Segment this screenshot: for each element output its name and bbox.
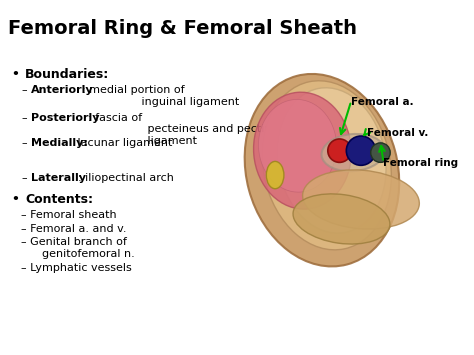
Text: Contents:: Contents: — [26, 193, 93, 206]
Text: Femoral v.: Femoral v. — [367, 128, 428, 138]
Text: – Lymphatic vessels: – Lymphatic vessels — [21, 263, 132, 273]
Text: •: • — [12, 68, 19, 81]
Text: – Genital branch of
      genitofemoral n.: – Genital branch of genitofemoral n. — [21, 237, 135, 259]
Text: –: – — [21, 113, 27, 122]
Text: Anteriorly: Anteriorly — [31, 85, 94, 95]
Text: Femoral Ring & Femoral Sheath: Femoral Ring & Femoral Sheath — [8, 19, 357, 38]
Ellipse shape — [321, 134, 385, 171]
Text: Medially:: Medially: — [31, 138, 88, 148]
Text: : iliopectinal arch: : iliopectinal arch — [78, 173, 174, 183]
Text: – Femoral sheath: – Femoral sheath — [21, 210, 117, 220]
Text: – Femoral a. and v.: – Femoral a. and v. — [21, 224, 127, 234]
Text: Posteriorly: Posteriorly — [31, 113, 100, 122]
Text: Femoral a.: Femoral a. — [351, 97, 414, 107]
Text: : fascia of
                 pecteineus and pectineal
                 ligament: : fascia of pecteineus and pectineal lig… — [88, 113, 288, 146]
Text: •: • — [12, 193, 19, 206]
Ellipse shape — [302, 170, 419, 229]
Text: : medial portion of
                 inguinal ligament: : medial portion of inguinal ligament — [82, 85, 239, 107]
Text: –: – — [21, 85, 27, 95]
Circle shape — [346, 136, 375, 165]
Ellipse shape — [258, 99, 337, 192]
Circle shape — [328, 139, 351, 162]
Text: Boundaries:: Boundaries: — [26, 68, 109, 81]
Text: Femoral ring: Femoral ring — [383, 158, 458, 168]
Ellipse shape — [293, 194, 390, 244]
Text: –: – — [21, 138, 27, 148]
Ellipse shape — [266, 162, 284, 189]
Ellipse shape — [262, 81, 392, 250]
Ellipse shape — [254, 92, 351, 209]
Text: –: – — [21, 173, 27, 183]
Text: Laterally: Laterally — [31, 173, 86, 183]
Ellipse shape — [245, 74, 399, 267]
Ellipse shape — [277, 88, 386, 233]
Circle shape — [371, 143, 390, 162]
Text: lacunar ligament: lacunar ligament — [74, 138, 173, 148]
